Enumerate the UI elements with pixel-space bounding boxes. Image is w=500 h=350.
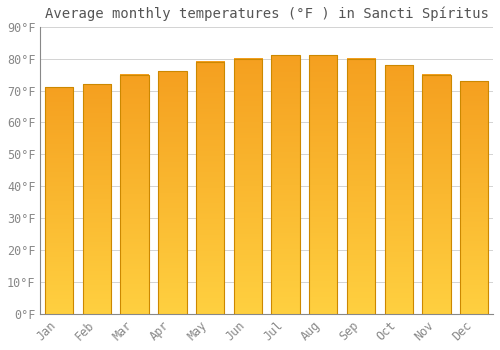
Bar	[272, 56, 299, 314]
Bar	[234, 59, 262, 314]
Bar	[120, 75, 149, 314]
Bar	[384, 65, 413, 314]
Bar	[196, 62, 224, 314]
Bar	[347, 59, 375, 314]
Bar	[83, 84, 111, 314]
Bar	[422, 75, 450, 314]
Bar	[460, 81, 488, 314]
Bar	[309, 56, 338, 314]
Bar	[45, 88, 74, 314]
Title: Average monthly temperatures (°F ) in Sancti Spíritus: Average monthly temperatures (°F ) in Sa…	[44, 7, 488, 21]
Bar	[158, 71, 186, 314]
